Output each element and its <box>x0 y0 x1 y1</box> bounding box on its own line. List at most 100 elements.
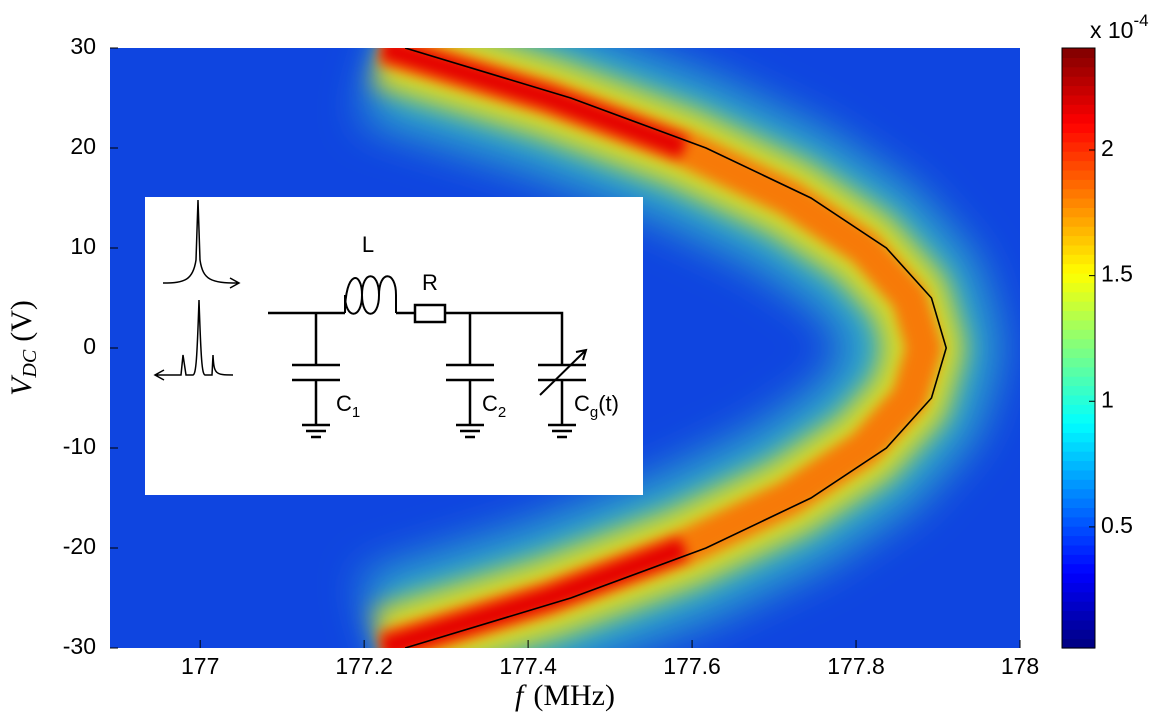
x-axis-unit: (MHz) <box>533 679 615 712</box>
colorbar-cell <box>1062 66 1095 77</box>
colorbar-cell <box>1062 460 1095 471</box>
colorbar-cell <box>1062 188 1095 199</box>
inset-label: C2 <box>482 391 506 421</box>
colorbar-cell <box>1062 310 1095 321</box>
inset-label-suffix: (t) <box>598 391 619 416</box>
y-axis-sub: DC <box>19 349 41 378</box>
colorbar-cell <box>1062 338 1095 349</box>
colorbar-cell <box>1062 591 1095 602</box>
colorbar-frame <box>1061 47 1096 649</box>
colorbar-tick-label: 1.5 <box>1101 261 1133 287</box>
circuit <box>153 199 588 439</box>
colorbar-cell <box>1062 526 1095 537</box>
y-tick-label: -30 <box>63 633 96 659</box>
colorbar-cell <box>1062 179 1095 190</box>
colorbar-cell <box>1062 413 1095 424</box>
colorbar-cell <box>1062 357 1095 368</box>
inset-background <box>145 197 643 495</box>
colorbar-cell <box>1062 104 1095 115</box>
colorbar-cell <box>1062 601 1095 612</box>
colorbar-cell <box>1062 141 1095 152</box>
colorbar-tick-label: 1 <box>1101 386 1114 412</box>
colorbar-cell <box>1062 160 1095 171</box>
colorbar-cell <box>1062 198 1095 208</box>
colorbar-cell <box>1062 216 1095 227</box>
colorbar-cell <box>1062 638 1095 649</box>
x-tick-label: 177.8 <box>827 653 885 679</box>
colorbar-cell <box>1062 582 1095 593</box>
x-tick-label: 177.4 <box>499 653 557 679</box>
colorbar-cell <box>1062 441 1095 452</box>
inset-label: R <box>422 270 438 295</box>
colorbar-cell <box>1062 544 1095 555</box>
colorbar-cell <box>1062 207 1095 218</box>
y-axis-label: VDC (V) <box>5 300 41 396</box>
y-tick-label: 20 <box>70 133 96 159</box>
colorbar-cell <box>1062 451 1095 462</box>
fit-curve <box>404 48 948 648</box>
y-tick-label: 0 <box>83 333 96 359</box>
inset-label-sub: 1 <box>352 404 360 421</box>
colorbar-cell <box>1062 85 1095 96</box>
heatmap-band-peak <box>379 537 688 648</box>
colorbar-cell <box>1062 301 1095 312</box>
colorbar-cell <box>1062 573 1095 583</box>
y-tick-label: -20 <box>63 533 96 559</box>
x-tick-label: 178 <box>1001 653 1039 679</box>
colorbar-cell <box>1062 57 1095 68</box>
colorbar-cell <box>1062 329 1095 340</box>
colorbar-cell <box>1062 366 1095 377</box>
colorbar-cell <box>1062 226 1095 237</box>
colorbar-cell <box>1062 235 1095 246</box>
x-tick-label: 177.2 <box>335 653 393 679</box>
y-tick-label: 30 <box>70 33 96 59</box>
colorbar-cell <box>1062 432 1095 443</box>
heatmap-band-peak <box>379 48 688 159</box>
colorbar-cell <box>1062 291 1095 302</box>
y-tick-label: -10 <box>63 433 96 459</box>
colorbar-cell <box>1062 404 1095 415</box>
wire <box>445 311 564 365</box>
colorbar-cell <box>1062 113 1095 124</box>
colorbar-cell <box>1062 610 1095 621</box>
colorbar-cell <box>1062 563 1095 574</box>
colorbar-cell <box>1062 385 1095 396</box>
colorbar-cell <box>1062 479 1095 490</box>
inset-label: L <box>362 232 374 257</box>
colorbar-cell <box>1062 319 1095 330</box>
x-axis-symbol: f <box>515 679 527 712</box>
colorbar-cell <box>1062 76 1095 87</box>
inset-label: C1 <box>336 391 360 421</box>
colorbar-cell <box>1062 498 1095 508</box>
inset-label: Cg(t) <box>574 391 619 421</box>
colorbar-cell <box>1062 169 1095 180</box>
inset-label-main: C <box>336 391 352 416</box>
heatmap <box>361 48 1000 648</box>
colorbar-cell <box>1062 94 1095 105</box>
colorbar-cell <box>1062 516 1095 527</box>
inset: L R C1 C2 Cg(t) <box>145 197 643 495</box>
colorbar-cell <box>1062 507 1095 518</box>
capacitor-c1 <box>292 313 340 439</box>
inductor <box>344 275 398 315</box>
colorbar-cell <box>1062 123 1095 133</box>
capacitor-c2 <box>446 313 494 439</box>
colorbar-cell <box>1062 488 1095 499</box>
colorbar-tick-label: 2 <box>1101 135 1114 161</box>
capacitor-cg <box>538 363 586 439</box>
x-axis-label: f (MHz) <box>515 679 615 712</box>
inset-label-main: C <box>574 391 590 416</box>
colorbar-cell <box>1062 469 1095 480</box>
colorbar-cell <box>1062 244 1095 255</box>
colorbar-cell <box>1062 132 1095 143</box>
colorbar-cell <box>1062 423 1095 433</box>
colorbar-cell <box>1062 394 1095 405</box>
spectrum-icon-sidebands <box>153 299 234 381</box>
y-axis-symbol: V <box>5 374 38 396</box>
colorbar-cell <box>1062 263 1095 274</box>
colorbar-exponent: -4 <box>1133 11 1148 30</box>
colorbar-cell <box>1062 273 1095 283</box>
colorbar-cell <box>1062 619 1095 630</box>
colorbar-tick-label: 0.5 <box>1101 512 1133 538</box>
spectrum-icon-single <box>162 199 241 289</box>
